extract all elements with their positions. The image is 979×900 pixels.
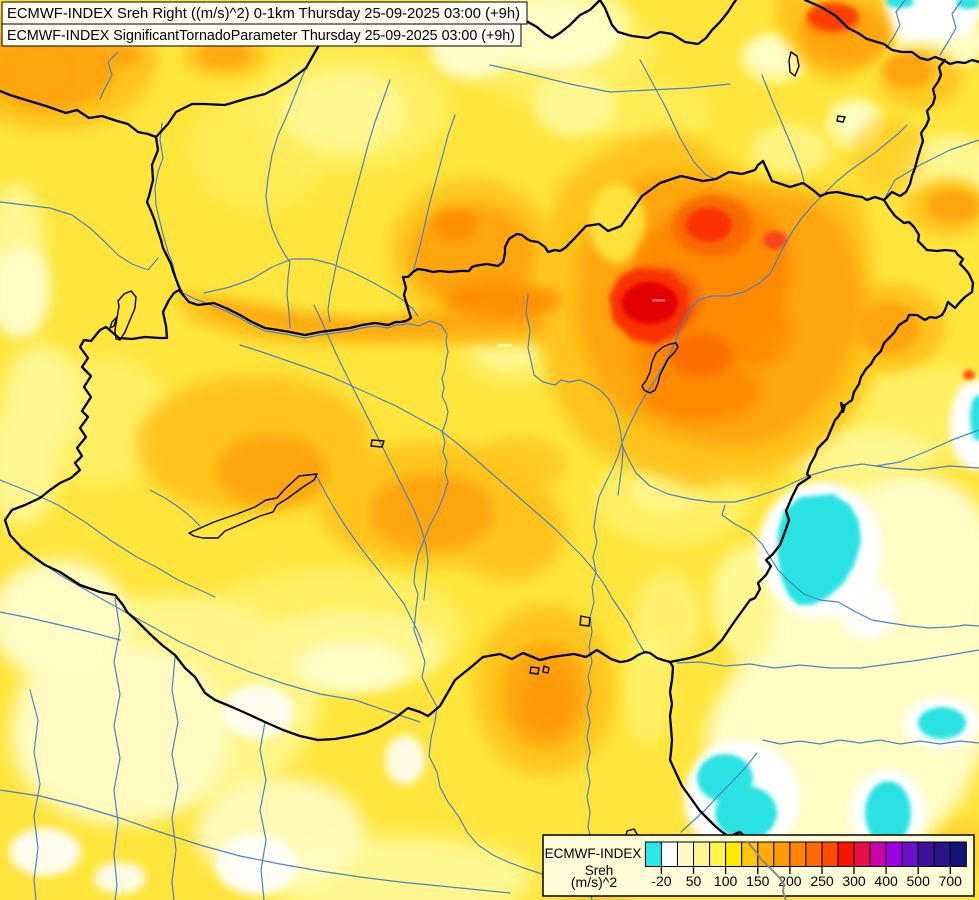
svg-text:(m/s)^2: (m/s)^2: [571, 874, 617, 890]
svg-text:ECMWF-INDEX: ECMWF-INDEX: [545, 846, 642, 861]
svg-text:Sreh: Sreh: [585, 863, 614, 878]
svg-text:300: 300: [842, 873, 866, 889]
svg-text:150: 150: [746, 873, 770, 889]
svg-text:100: 100: [714, 873, 738, 889]
svg-text:ECMWF-INDEX Sreh Right ((m/s)^: ECMWF-INDEX Sreh Right ((m/s)^2) 0-1km T…: [7, 5, 520, 22]
svg-text:700: 700: [939, 873, 963, 889]
svg-text:500: 500: [907, 873, 931, 889]
svg-text:50: 50: [686, 873, 702, 889]
svg-text:ECMWF-INDEX SignificantTornado: ECMWF-INDEX SignificantTornadoParameter …: [7, 27, 515, 44]
svg-text:250: 250: [810, 873, 834, 889]
svg-text:400: 400: [874, 873, 898, 889]
svg-text:-20: -20: [651, 873, 671, 889]
